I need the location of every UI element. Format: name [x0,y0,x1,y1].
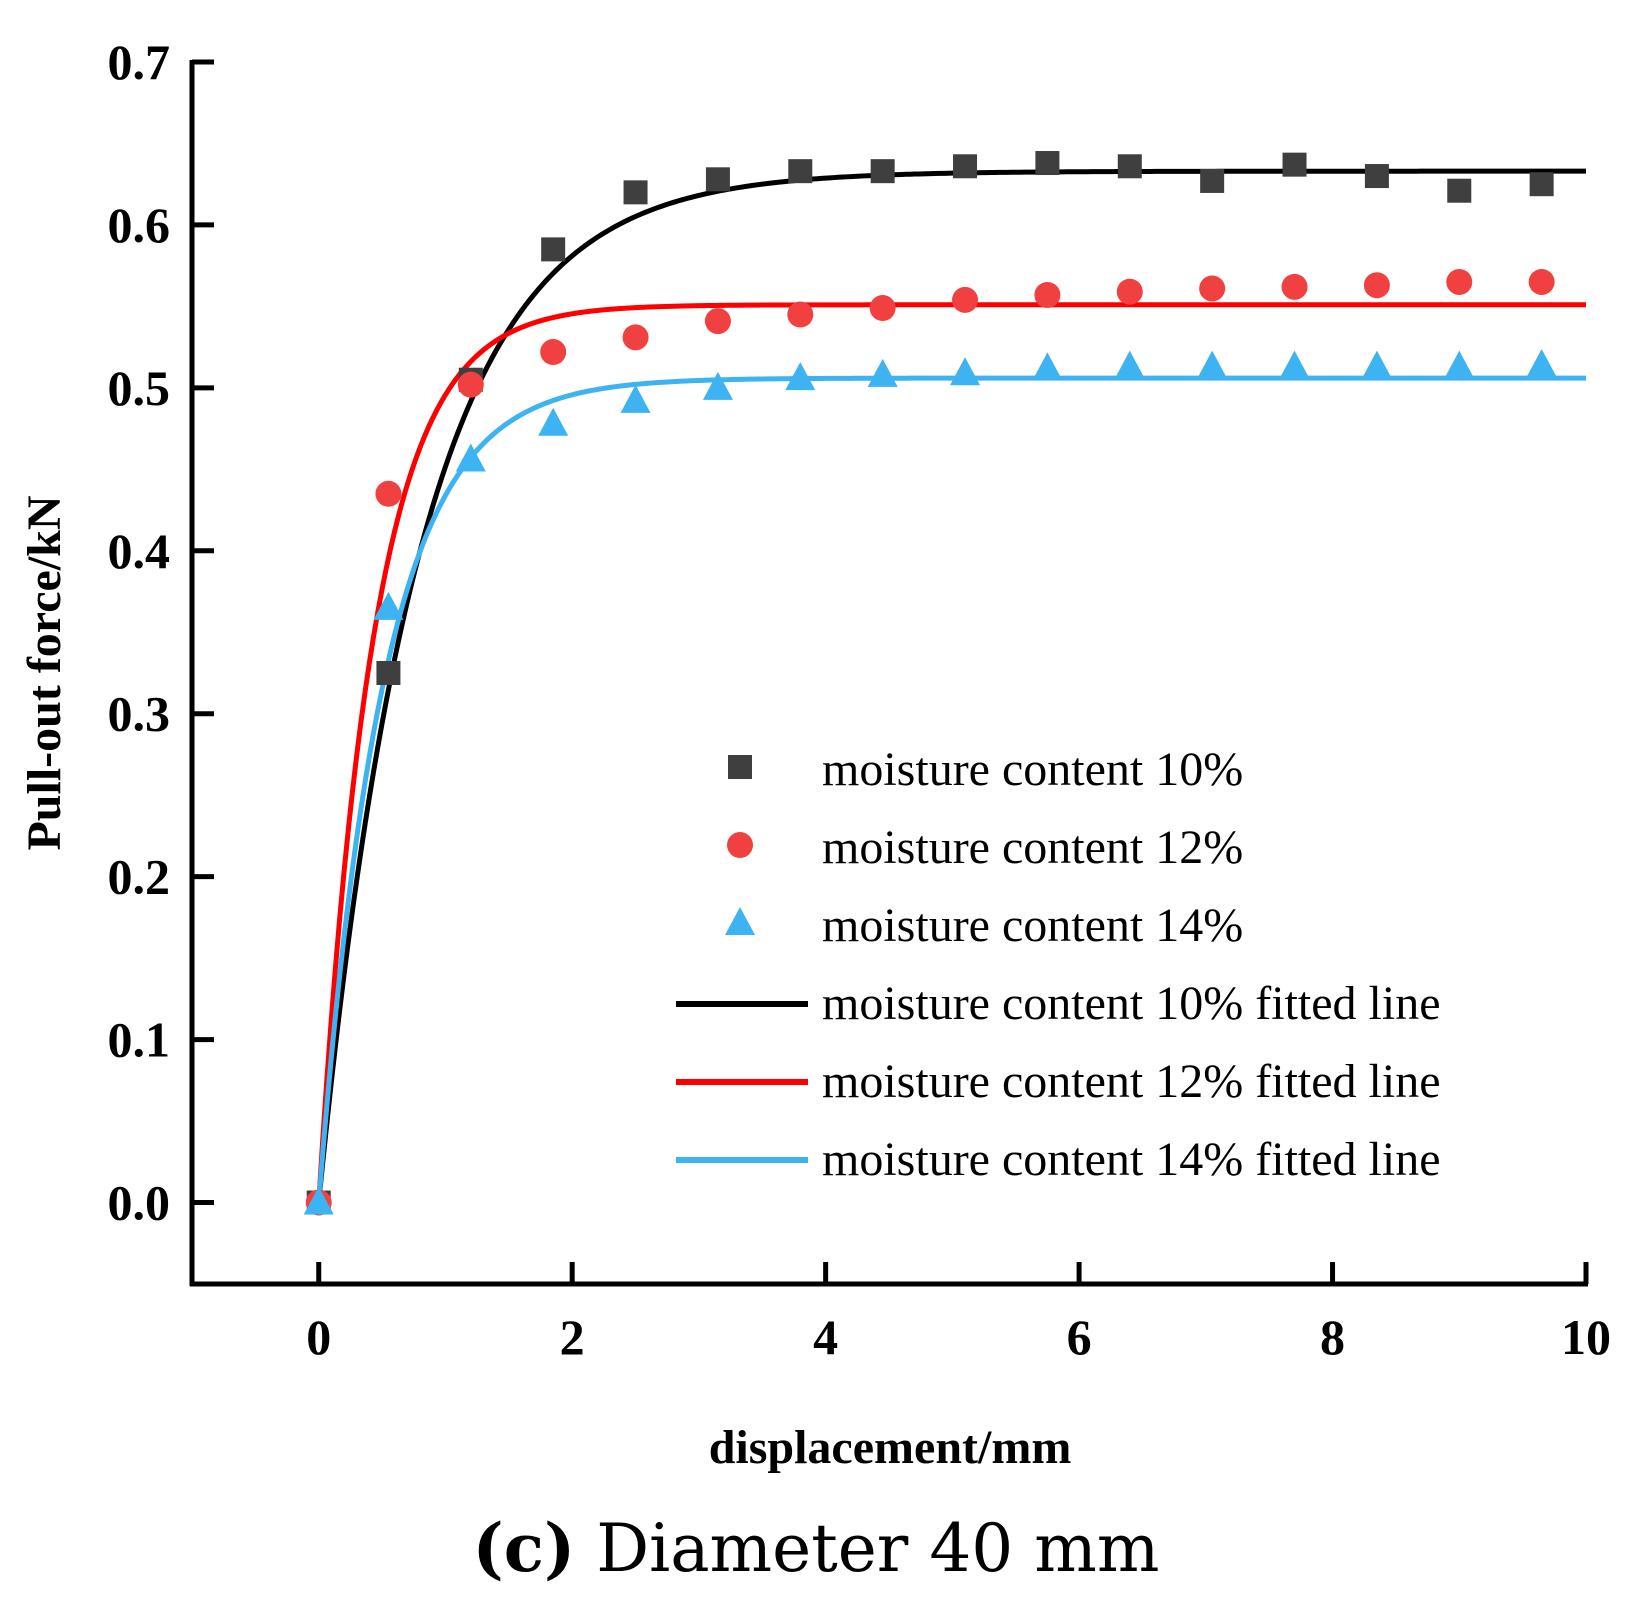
point-series1 [1529,172,1554,197]
y-tick-label: 0.6 [108,197,171,253]
figure-caption: (c) Diameter 40 mm [0,1508,1632,1589]
point-series1 [376,661,401,685]
point-series2 [869,295,896,322]
point-series3 [373,591,404,620]
point-series2 [375,480,402,507]
point-series3 [303,1186,334,1215]
caption-text: Diameter 40 mm [596,1510,1160,1587]
point-series1 [541,237,566,262]
point-series1 [870,159,895,184]
point-series2 [540,339,567,366]
point-series2 [622,324,649,351]
point-series2 [952,286,979,313]
point-series3 [1032,352,1063,381]
point-series2 [704,308,731,335]
point-series1 [1117,154,1142,179]
x-tick-label: 2 [560,1309,585,1365]
point-series2 [1116,278,1143,305]
point-series3 [1279,350,1310,379]
point-series3 [538,407,569,436]
x-tick-label: 10 [1561,1309,1611,1365]
y-tick-label: 0.5 [108,360,171,416]
point-series1 [705,167,730,192]
x-tick-label: 6 [1067,1309,1092,1365]
point-series3 [1444,350,1475,379]
point-series2 [1034,281,1061,308]
axes: 0.0 0.1 0.2 0.3 0.4 0.5 0.6 0.7 0 2 4 6 8 10 [108,34,1612,1365]
point-series3 [702,371,733,400]
x-tick-label: 0 [306,1309,331,1365]
point-series2 [1199,275,1226,302]
point-series3 [455,443,486,472]
point-series1 [953,154,978,179]
point-series2 [1528,268,1555,295]
point-series3 [1361,350,1392,379]
y-tick-label: 0.3 [108,686,171,742]
legend-label-fit-2: moisture content 12% fitted line [822,1055,1441,1108]
legend-label-fit-1: moisture content 10% fitted line [822,977,1441,1030]
point-series2 [1363,272,1390,299]
point-series2 [1446,268,1473,295]
y-tick-label: 0.7 [108,34,171,90]
point-series2 [457,371,484,398]
point-series1 [1364,164,1389,189]
y-tick-label: 0.1 [108,1012,171,1068]
x-tick-label: 8 [1320,1309,1345,1365]
chart: 0.0 0.1 0.2 0.3 0.4 0.5 0.6 0.7 0 2 4 6 8 10 moisture… [18,34,1612,1474]
y-tick-label: 0.0 [108,1175,171,1231]
point-series3 [1526,349,1557,378]
legend-label-3: moisture content 14% [822,899,1243,952]
data-markers [303,151,1557,1216]
legend-label-fit-3: moisture content 14% fitted line [822,1133,1441,1186]
legend: moisture content 10% moisture content 12%… [676,743,1441,1186]
point-series1 [1282,152,1307,177]
x-axis-title: displacement/mm [709,1421,1072,1474]
legend-label-1: moisture content 10% [822,743,1243,796]
point-series2 [1281,273,1308,300]
y-tick-label: 0.4 [108,523,171,579]
point-series3 [785,362,816,391]
point-series3 [1197,350,1228,379]
point-series1 [1200,168,1225,193]
fitted-line-2 [316,302,1586,1203]
point-series1 [623,180,648,205]
y-axis-title: Pull-out force/kN [18,495,71,850]
point-series2 [787,301,814,328]
point-series3 [867,358,898,387]
legend-label-2: moisture content 12% [822,821,1243,874]
point-series3 [950,357,981,386]
caption-label: (c) [472,1509,576,1587]
point-series3 [1114,350,1145,379]
point-series1 [1447,178,1472,203]
legend-marker-1 [728,755,752,779]
y-tick-label: 0.2 [108,849,171,905]
fitted-line-1 [316,168,1586,1203]
legend-marker-2 [727,832,753,858]
point-series3 [620,384,651,413]
point-series1 [1035,151,1060,176]
point-series1 [788,159,813,184]
fitted-lines [316,168,1586,1203]
legend-marker-3 [725,907,755,935]
x-tick-label: 4 [813,1309,838,1365]
